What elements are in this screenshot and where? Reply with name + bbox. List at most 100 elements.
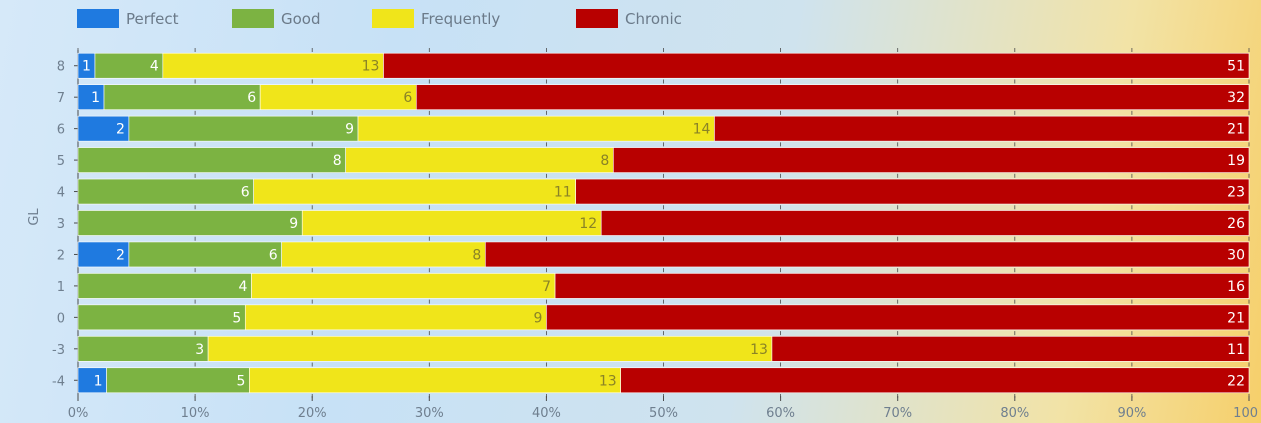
bar-segment-frequently bbox=[249, 367, 621, 394]
data-label-perfect: 1 bbox=[82, 59, 91, 75]
bar-segment-perfect bbox=[77, 115, 130, 142]
bar-segment-frequently bbox=[259, 84, 417, 110]
y-tick-label: 3 bbox=[57, 217, 65, 232]
data-label-chronic: 51 bbox=[1227, 59, 1245, 75]
data-label-chronic: 22 bbox=[1227, 373, 1245, 389]
data-label-frequently: 9 bbox=[533, 310, 542, 326]
x-tick-label: 40% bbox=[532, 406, 561, 421]
bar-segment-good bbox=[94, 52, 164, 79]
bar-segment-frequently bbox=[301, 210, 602, 236]
data-label-perfect: 1 bbox=[94, 373, 103, 389]
y-tick-label: 6 bbox=[57, 123, 65, 138]
bar-segment-chronic bbox=[620, 367, 1250, 394]
y-tick-label: 7 bbox=[57, 91, 65, 106]
y-tick-label: 2 bbox=[57, 248, 65, 263]
data-label-frequently: 13 bbox=[362, 59, 380, 75]
bar-segment-good bbox=[103, 84, 261, 110]
data-label-frequently: 7 bbox=[542, 279, 551, 295]
x-axis: 0% 10% 20% 30% 40% 50% 60% 70% 80% 90% 100 bbox=[68, 48, 1258, 421]
bar-segment-good bbox=[77, 210, 303, 236]
data-label-chronic: 19 bbox=[1227, 153, 1245, 169]
y-tick-label: 0 bbox=[57, 311, 65, 326]
data-label-perfect: 2 bbox=[116, 247, 125, 263]
data-label-chronic: 30 bbox=[1227, 247, 1245, 263]
legend-label-chronic: Chronic bbox=[625, 10, 682, 28]
bar-segment-chronic bbox=[546, 304, 1250, 331]
data-label-frequently: 12 bbox=[579, 216, 597, 232]
x-tick-label: 10% bbox=[181, 406, 210, 421]
legend-swatch-chronic bbox=[576, 9, 618, 28]
bar-segment-chronic bbox=[554, 273, 1250, 299]
bar-segment-chronic bbox=[485, 241, 1250, 268]
legend: Perfect Good Frequently Chronic bbox=[77, 9, 682, 28]
bar-segment-chronic bbox=[383, 52, 1250, 79]
y-tick-label: -4 bbox=[52, 374, 65, 389]
bar-segment-perfect bbox=[77, 241, 130, 268]
data-label-frequently: 13 bbox=[599, 373, 617, 389]
bar-segment-chronic bbox=[714, 115, 1250, 142]
y-axis-title: GL bbox=[27, 208, 42, 226]
x-tick-label: 30% bbox=[415, 406, 444, 421]
legend-label-frequently: Frequently bbox=[421, 10, 500, 28]
data-label-good: 3 bbox=[195, 342, 204, 358]
y-axis: 8 7 6 5 4 3 2 1 0 -3 -4 bbox=[52, 50, 79, 399]
data-label-chronic: 16 bbox=[1227, 279, 1245, 295]
bar-segment-frequently bbox=[281, 241, 486, 268]
bar-segment-frequently bbox=[244, 304, 547, 331]
bar-segment-perfect bbox=[77, 367, 107, 394]
data-label-good: 5 bbox=[236, 373, 245, 389]
x-tick-label: 50% bbox=[649, 406, 678, 421]
bar-segment-good bbox=[77, 147, 346, 173]
bar-segment-chronic bbox=[575, 178, 1250, 205]
data-label-good: 6 bbox=[247, 90, 256, 106]
bar-segment-good bbox=[77, 273, 252, 299]
bar-segment-chronic bbox=[600, 210, 1250, 236]
bar-segment-chronic bbox=[415, 84, 1250, 110]
bar-segment-good bbox=[77, 336, 209, 362]
data-label-chronic: 11 bbox=[1227, 342, 1245, 358]
data-label-perfect: 2 bbox=[116, 122, 125, 138]
bar-segment-frequently bbox=[357, 115, 715, 142]
bar-segment-chronic bbox=[771, 336, 1250, 362]
data-label-frequently: 14 bbox=[693, 122, 711, 138]
bar-segment-frequently bbox=[253, 178, 576, 205]
bar-segment-frequently bbox=[345, 147, 614, 173]
bar-segment-good bbox=[77, 178, 254, 205]
y-tick-label: 4 bbox=[57, 186, 65, 201]
data-label-good: 6 bbox=[241, 185, 250, 201]
data-label-chronic: 23 bbox=[1227, 185, 1245, 201]
bar-segment-frequently bbox=[251, 273, 556, 299]
data-label-good: 9 bbox=[289, 216, 298, 232]
legend-label-perfect: Perfect bbox=[126, 10, 179, 28]
data-label-chronic: 21 bbox=[1227, 122, 1245, 138]
bar-segment-good bbox=[106, 367, 250, 394]
bar-segment-good bbox=[128, 115, 359, 142]
legend-swatch-good bbox=[232, 9, 274, 28]
data-label-frequently: 13 bbox=[750, 342, 768, 358]
data-label-chronic: 32 bbox=[1227, 90, 1245, 106]
legend-label-good: Good bbox=[281, 10, 321, 28]
data-label-frequently: 8 bbox=[600, 153, 609, 169]
data-label-chronic: 21 bbox=[1227, 310, 1245, 326]
y-tick-label: -3 bbox=[52, 343, 65, 358]
data-label-good: 4 bbox=[150, 59, 159, 75]
bars: 1 4 13 511 6 6 322 9 14 218 8 196 11 239 12 262 6 8 304 7 16… bbox=[77, 52, 1250, 394]
data-label-frequently: 8 bbox=[472, 247, 481, 263]
legend-swatch-frequently bbox=[372, 9, 414, 28]
data-label-good: 6 bbox=[269, 247, 278, 263]
x-tick-label: 80% bbox=[1000, 406, 1029, 421]
bar-segment-chronic bbox=[613, 147, 1250, 173]
y-tick-label: 1 bbox=[57, 280, 65, 295]
bar-segment-frequently bbox=[207, 336, 773, 362]
bar-segment-good bbox=[128, 241, 282, 268]
data-label-good: 4 bbox=[239, 279, 248, 295]
data-label-frequently: 11 bbox=[554, 185, 572, 201]
x-tick-label: 70% bbox=[883, 406, 912, 421]
data-label-good: 5 bbox=[232, 310, 241, 326]
bar-segment-frequently bbox=[162, 52, 384, 79]
x-tick-label: 60% bbox=[766, 406, 795, 421]
x-tick-label: 20% bbox=[298, 406, 327, 421]
y-tick-label: 5 bbox=[57, 154, 65, 169]
x-tick-label: 90% bbox=[1117, 406, 1146, 421]
